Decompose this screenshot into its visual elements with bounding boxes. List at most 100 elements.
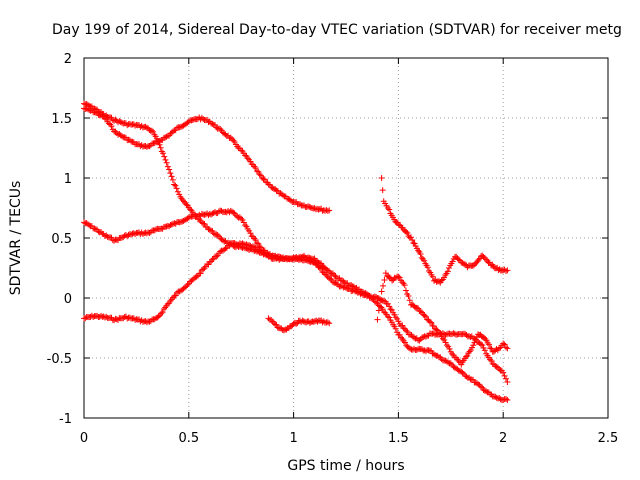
data-point (386, 314, 393, 321)
data-point (322, 271, 329, 278)
data-point (289, 256, 296, 263)
data-point (428, 319, 435, 326)
data-point (90, 314, 97, 321)
data-point (470, 342, 477, 349)
data-point (187, 206, 194, 213)
data-point (401, 282, 408, 289)
data-point (286, 196, 293, 203)
data-point (455, 357, 462, 364)
data-point (403, 228, 410, 235)
data-point (375, 307, 382, 314)
data-point (209, 120, 216, 127)
data-point (126, 314, 133, 321)
data-point (485, 341, 492, 348)
data-point (160, 306, 167, 313)
data-point (166, 166, 173, 173)
data-point (501, 266, 508, 273)
data-point (411, 240, 418, 247)
data-point (431, 277, 438, 284)
data-point (257, 172, 264, 179)
data-point (197, 270, 204, 277)
data-point (430, 330, 437, 337)
data-point (155, 313, 162, 320)
data-point (253, 240, 260, 247)
data-point (464, 352, 471, 359)
data-point (504, 379, 511, 385)
data-point (378, 288, 385, 295)
data-point (320, 263, 327, 270)
data-point (480, 387, 487, 394)
data-point (243, 223, 250, 230)
data-point (404, 229, 411, 236)
data-point (150, 128, 157, 135)
data-point (310, 256, 317, 263)
data-point (231, 138, 238, 145)
data-point (481, 347, 488, 354)
data-point (422, 313, 429, 320)
data-point (217, 248, 224, 255)
data-point (276, 256, 283, 263)
data-point (422, 348, 429, 355)
data-point (501, 372, 508, 379)
data-point (173, 185, 180, 192)
data-point (160, 150, 167, 157)
series-arc-g (374, 270, 511, 368)
data-point (130, 121, 137, 128)
data-point (387, 306, 394, 313)
x-axis-label: GPS time / hours (287, 458, 404, 474)
data-point (184, 281, 191, 288)
data-point (243, 241, 250, 248)
data-point (239, 240, 246, 247)
data-point (379, 187, 386, 194)
data-point (417, 308, 424, 315)
grid (84, 58, 608, 418)
axis-ticks: 2 1.5 1 0.5 0 -0.5 -1 0 0.5 1 1.5 2 2.5 (47, 52, 619, 446)
data-point (259, 249, 266, 256)
data-point (229, 135, 236, 142)
data-point (429, 273, 436, 280)
data-point (348, 282, 355, 289)
data-point (488, 345, 495, 352)
data-point (239, 217, 246, 224)
data-point (392, 325, 399, 332)
data-point (384, 313, 391, 320)
data-point (398, 334, 405, 341)
data-point (174, 188, 181, 195)
data-point (441, 274, 448, 281)
data-point (408, 331, 415, 338)
x-tick-label: 0.5 (178, 431, 199, 446)
data-point (467, 333, 474, 340)
data-point (247, 242, 254, 249)
data-point (274, 324, 281, 331)
data-point (405, 293, 412, 300)
data-point (118, 133, 125, 140)
data-point (148, 127, 155, 134)
y-tick-label: 2 (64, 52, 72, 67)
series-arc-f (378, 174, 511, 286)
data-point (472, 336, 479, 343)
data-point (382, 270, 389, 277)
data-point (500, 340, 507, 347)
data-point (143, 230, 150, 237)
data-point (188, 277, 195, 284)
data-point (98, 312, 105, 319)
data-point (132, 231, 139, 238)
data-point (201, 220, 208, 227)
data-point (384, 272, 391, 279)
data-point (222, 245, 229, 252)
data-point (487, 345, 494, 352)
y-axis-label: SDTVAR / TECUs (8, 181, 24, 296)
x-tick-label: 2 (499, 431, 507, 446)
data-point (380, 308, 387, 315)
data-point (413, 346, 420, 353)
y-tick-label: 1 (64, 172, 72, 187)
data-point (327, 275, 334, 282)
data-point (395, 273, 402, 280)
data-point (169, 176, 176, 183)
data-point (179, 218, 186, 225)
data-point (164, 300, 171, 307)
y-tick-label: -0.5 (47, 352, 72, 367)
data-point (181, 284, 188, 291)
data-point (264, 252, 271, 259)
data-point (230, 209, 237, 216)
